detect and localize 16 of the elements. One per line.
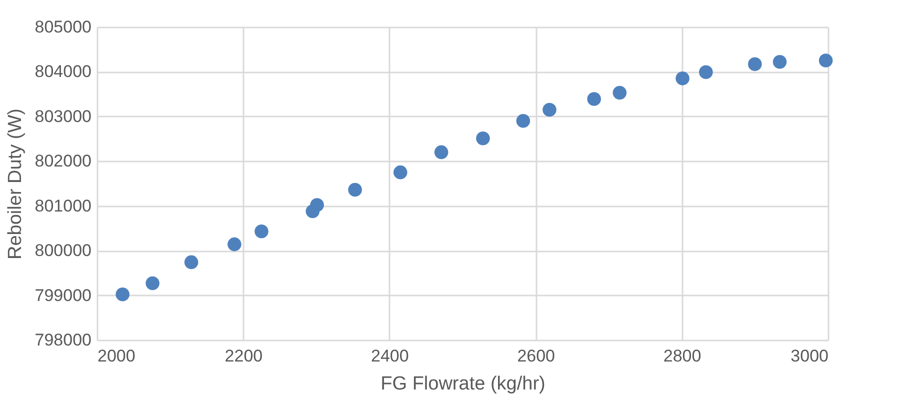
x-tick-label: 2000: [98, 346, 136, 366]
x-tick-label: 2800: [663, 346, 702, 366]
y-tick-label: 801000: [34, 196, 92, 216]
y-tick-label: 805000: [34, 18, 92, 36]
y-tick-label: 798000: [34, 330, 92, 350]
x-tick-label: 2600: [517, 346, 556, 366]
y-tick-label: 799000: [34, 286, 92, 305]
y-axis-title: Reboiler Duty (W): [4, 108, 26, 260]
y-tick-label: 804000: [34, 62, 92, 82]
y-tick-label: 800000: [34, 241, 92, 260]
x-tick-label: 3000: [790, 346, 828, 366]
x-axis-title: FG Flowrate (kg/hr): [380, 374, 546, 394]
y-tick-label: 802000: [34, 152, 92, 171]
y-tick-label: 803000: [34, 106, 92, 126]
x-tick-label: 2200: [224, 346, 263, 366]
x-tick-label: 2400: [370, 346, 409, 366]
